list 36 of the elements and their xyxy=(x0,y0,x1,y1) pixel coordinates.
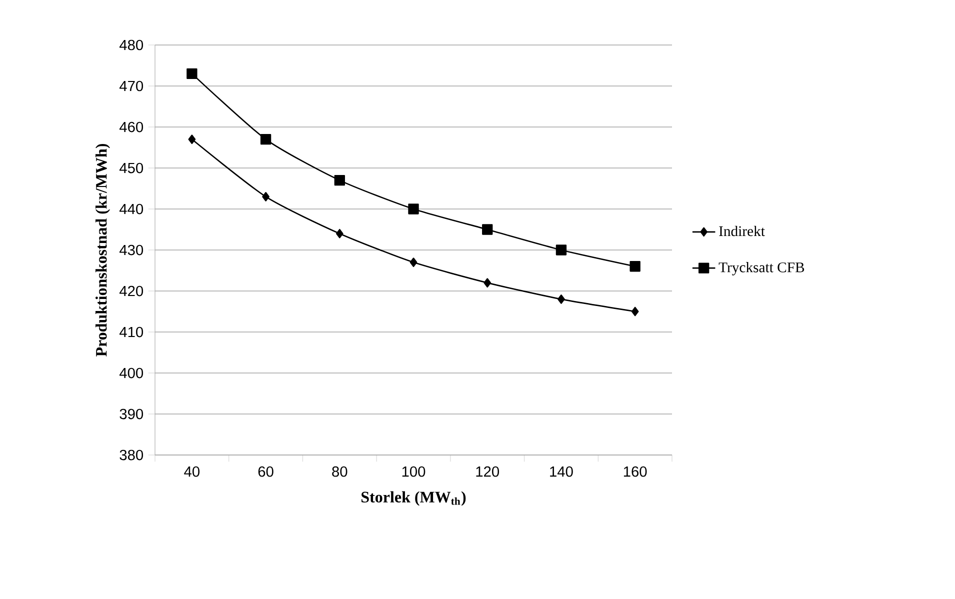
y-tick-label: 460 xyxy=(119,122,144,132)
x-tick-label: 120 xyxy=(476,466,500,477)
y-tick-label: 410 xyxy=(119,326,144,338)
y-tick-label: 420 xyxy=(119,286,144,296)
point xyxy=(408,204,419,214)
y-axis-title: Produktionskostnad (kr/MWh) xyxy=(95,144,110,356)
point xyxy=(556,244,567,256)
legend-label: Trycksatt CFB xyxy=(718,262,804,276)
legend-label: Indirekt xyxy=(719,226,765,236)
point xyxy=(186,68,198,80)
point xyxy=(484,278,492,288)
point xyxy=(631,306,639,316)
point xyxy=(482,224,493,235)
point xyxy=(336,228,344,238)
y-tick-label: 450 xyxy=(119,162,144,174)
point xyxy=(334,174,345,186)
x-tick-label: 40 xyxy=(184,466,200,477)
x-tick-label: 80 xyxy=(332,466,348,477)
point xyxy=(558,294,565,304)
point xyxy=(188,134,196,144)
point xyxy=(410,258,418,267)
point xyxy=(630,261,640,272)
x-tick-label: 100 xyxy=(402,466,426,477)
y-tick-label: 440 xyxy=(119,204,144,214)
y-tick-label: 480 xyxy=(119,40,144,50)
point xyxy=(262,192,270,202)
y-tick-label: 380 xyxy=(120,450,144,460)
y-tick-label: 400 xyxy=(119,368,144,378)
x-tick-label: 140 xyxy=(550,466,573,477)
y-tick-label: 470 xyxy=(119,80,144,92)
x-tick-label: 160 xyxy=(624,466,647,477)
point xyxy=(260,134,272,145)
y-tick-label: 430 xyxy=(119,244,144,256)
y-tick-label: 390 xyxy=(120,408,144,420)
x-axis-title: Storlek (MW$_{th}$) xyxy=(362,491,466,506)
x-tick-label: 60 xyxy=(258,466,274,477)
